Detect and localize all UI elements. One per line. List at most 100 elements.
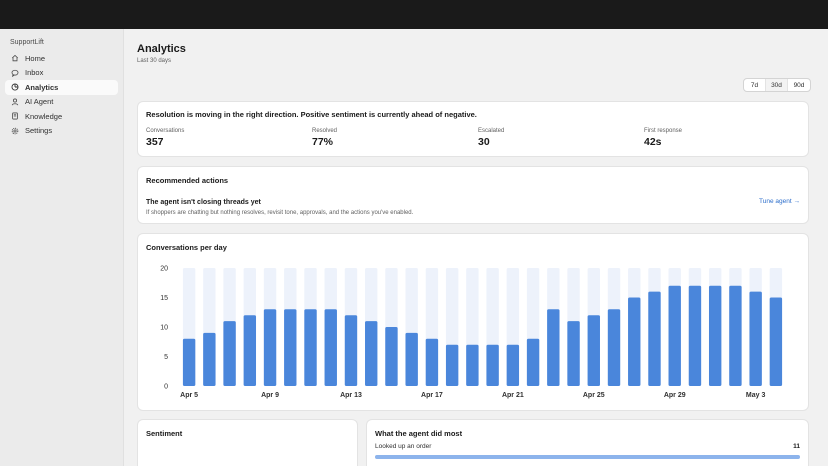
inbox-icon bbox=[11, 69, 19, 77]
bar-apr-26[interactable] bbox=[607, 309, 621, 386]
sidebar-item-label: Analytics bbox=[25, 82, 59, 92]
sentiment-donut bbox=[138, 420, 358, 466]
metric-first-response: First response 42s bbox=[644, 128, 682, 148]
bar-apr-5[interactable] bbox=[182, 338, 196, 386]
bar-apr-14[interactable] bbox=[365, 321, 378, 386]
bar-apr-28[interactable] bbox=[648, 291, 661, 386]
bar-apr-15[interactable] bbox=[385, 327, 398, 386]
chart-title: Conversations per day bbox=[146, 243, 227, 252]
bar-may-4[interactable] bbox=[769, 297, 783, 387]
bar-apr-25[interactable] bbox=[587, 315, 600, 386]
sidebar-item-ai-agent[interactable]: AI Agent bbox=[5, 95, 118, 110]
bar-apr-11[interactable] bbox=[304, 309, 317, 386]
card-title: Recommended actions bbox=[146, 176, 229, 185]
bar-apr-24[interactable] bbox=[567, 321, 580, 386]
top-bar bbox=[0, 0, 828, 29]
y-tick-label: 5 bbox=[164, 354, 168, 361]
agent-action-bar-track bbox=[375, 455, 800, 459]
sidebar-item-knowledge[interactable]: Knowledge bbox=[5, 109, 118, 124]
summary-card: Resolution is moving in the right direct… bbox=[137, 101, 809, 157]
metric-label: Conversations bbox=[146, 128, 185, 134]
metric-escalated: Escalated 30 bbox=[478, 128, 504, 148]
agent-action-count: 11 bbox=[793, 443, 800, 450]
conversations-chart-card: Conversations per day 0 5 10 15 20 Apr 5 Apr 9… bbox=[137, 233, 809, 411]
x-tick-label: Apr 9 bbox=[261, 392, 279, 399]
y-tick-label: 15 bbox=[160, 295, 168, 302]
metric-value: 357 bbox=[146, 136, 164, 148]
sentiment-card: Sentiment bbox=[137, 419, 358, 466]
range-option-30d[interactable]: 30d bbox=[766, 79, 788, 91]
agent-actions-card: What the agent did most Looked up an ord… bbox=[366, 419, 809, 466]
metric-label: Resolved bbox=[312, 128, 338, 134]
page-title: Analytics bbox=[137, 43, 186, 55]
metric-label: First response bbox=[644, 128, 683, 134]
sidebar: SupportLift Home Inbox Analytics AI Agen… bbox=[0, 29, 124, 466]
recommendation-body: If shoppers are chatting but nothing res… bbox=[146, 210, 414, 216]
bar-apr-18[interactable] bbox=[445, 344, 459, 386]
bar-apr-27[interactable] bbox=[628, 297, 641, 387]
date-range-selector: 7d 30d 90d bbox=[743, 78, 811, 92]
brand-name: SupportLift bbox=[10, 39, 44, 46]
metric-conversations: Conversations 357 bbox=[146, 128, 184, 148]
bar-may-3[interactable] bbox=[749, 291, 762, 386]
metric-label: Escalated bbox=[478, 128, 505, 134]
bar-apr-10[interactable] bbox=[284, 309, 297, 386]
analytics-icon bbox=[11, 83, 19, 91]
page-subtitle: Last 30 days bbox=[137, 58, 172, 64]
agent-action-row: Looked up an order 11 bbox=[375, 443, 800, 463]
bar-apr-17[interactable] bbox=[425, 338, 439, 386]
recommendation-title: The agent isn't closing threads yet bbox=[146, 199, 261, 206]
bar-may-1[interactable] bbox=[708, 285, 722, 386]
sidebar-item-home[interactable]: Home bbox=[5, 51, 118, 66]
sidebar-item-label: Home bbox=[25, 53, 46, 63]
bar-may-2[interactable] bbox=[729, 285, 742, 386]
x-tick-label: Apr 17 bbox=[421, 392, 443, 399]
bar-apr-12[interactable] bbox=[324, 309, 337, 386]
bar-apr-22[interactable] bbox=[526, 338, 540, 386]
bar-apr-7[interactable] bbox=[223, 321, 236, 386]
bar-apr-30[interactable] bbox=[688, 285, 702, 386]
bar-apr-8[interactable] bbox=[243, 315, 257, 386]
bar-apr-21[interactable] bbox=[506, 344, 520, 386]
x-tick-label: Apr 29 bbox=[664, 392, 686, 399]
range-option-90d[interactable]: 90d bbox=[793, 81, 805, 89]
bar-apr-13[interactable] bbox=[344, 315, 358, 386]
book-icon bbox=[12, 112, 18, 120]
bar-apr-29[interactable] bbox=[668, 285, 681, 386]
bar-apr-9[interactable] bbox=[263, 309, 277, 386]
x-tick-label: Apr 13 bbox=[340, 392, 362, 399]
recommended-actions-card: Recommended actions The agent isn't clos… bbox=[137, 166, 809, 224]
y-tick-label: 10 bbox=[160, 325, 168, 332]
metric-resolved: Resolved 77% bbox=[312, 128, 337, 148]
sidebar-item-analytics[interactable]: Analytics bbox=[5, 80, 118, 95]
sidebar-item-inbox[interactable]: Inbox bbox=[5, 66, 118, 81]
sidebar-item-label: Knowledge bbox=[25, 111, 63, 121]
agent-action-label: Looked up an order bbox=[375, 443, 432, 450]
x-tick-label: Apr 5 bbox=[180, 392, 198, 399]
metric-value: 77% bbox=[312, 136, 334, 148]
bar-apr-23[interactable] bbox=[547, 309, 560, 386]
main-content: Analytics Last 30 days 7d 30d 90d Resolu… bbox=[124, 29, 828, 466]
sidebar-item-settings[interactable]: Settings bbox=[5, 124, 118, 139]
x-tick-label: May 3 bbox=[746, 392, 766, 399]
x-tick-label: Apr 21 bbox=[502, 392, 524, 399]
sidebar-nav: Home Inbox Analytics AI Agent Knowledge … bbox=[5, 51, 118, 138]
card-title: What the agent did most bbox=[375, 429, 463, 438]
y-tick-label: 0 bbox=[164, 384, 168, 391]
sidebar-item-label: AI Agent bbox=[25, 97, 54, 107]
bar-apr-6[interactable] bbox=[203, 332, 216, 386]
bar-apr-16[interactable] bbox=[405, 332, 418, 386]
x-tick-label: Apr 25 bbox=[583, 392, 605, 399]
metric-value: 42s bbox=[644, 136, 662, 148]
card-title: Sentiment bbox=[146, 429, 183, 438]
home-icon bbox=[11, 55, 19, 62]
range-option-7d[interactable]: 7d bbox=[744, 79, 766, 91]
agent-icon bbox=[11, 98, 19, 106]
summary-headline: Resolution is moving in the right direct… bbox=[146, 110, 477, 119]
gear-icon bbox=[11, 127, 19, 135]
bar-apr-19[interactable] bbox=[466, 344, 479, 386]
metric-value: 30 bbox=[478, 136, 490, 148]
agent-action-bar-fill bbox=[375, 455, 800, 459]
bar-apr-20[interactable] bbox=[486, 344, 499, 386]
tune-agent-link[interactable]: Tune agent → bbox=[759, 198, 800, 205]
